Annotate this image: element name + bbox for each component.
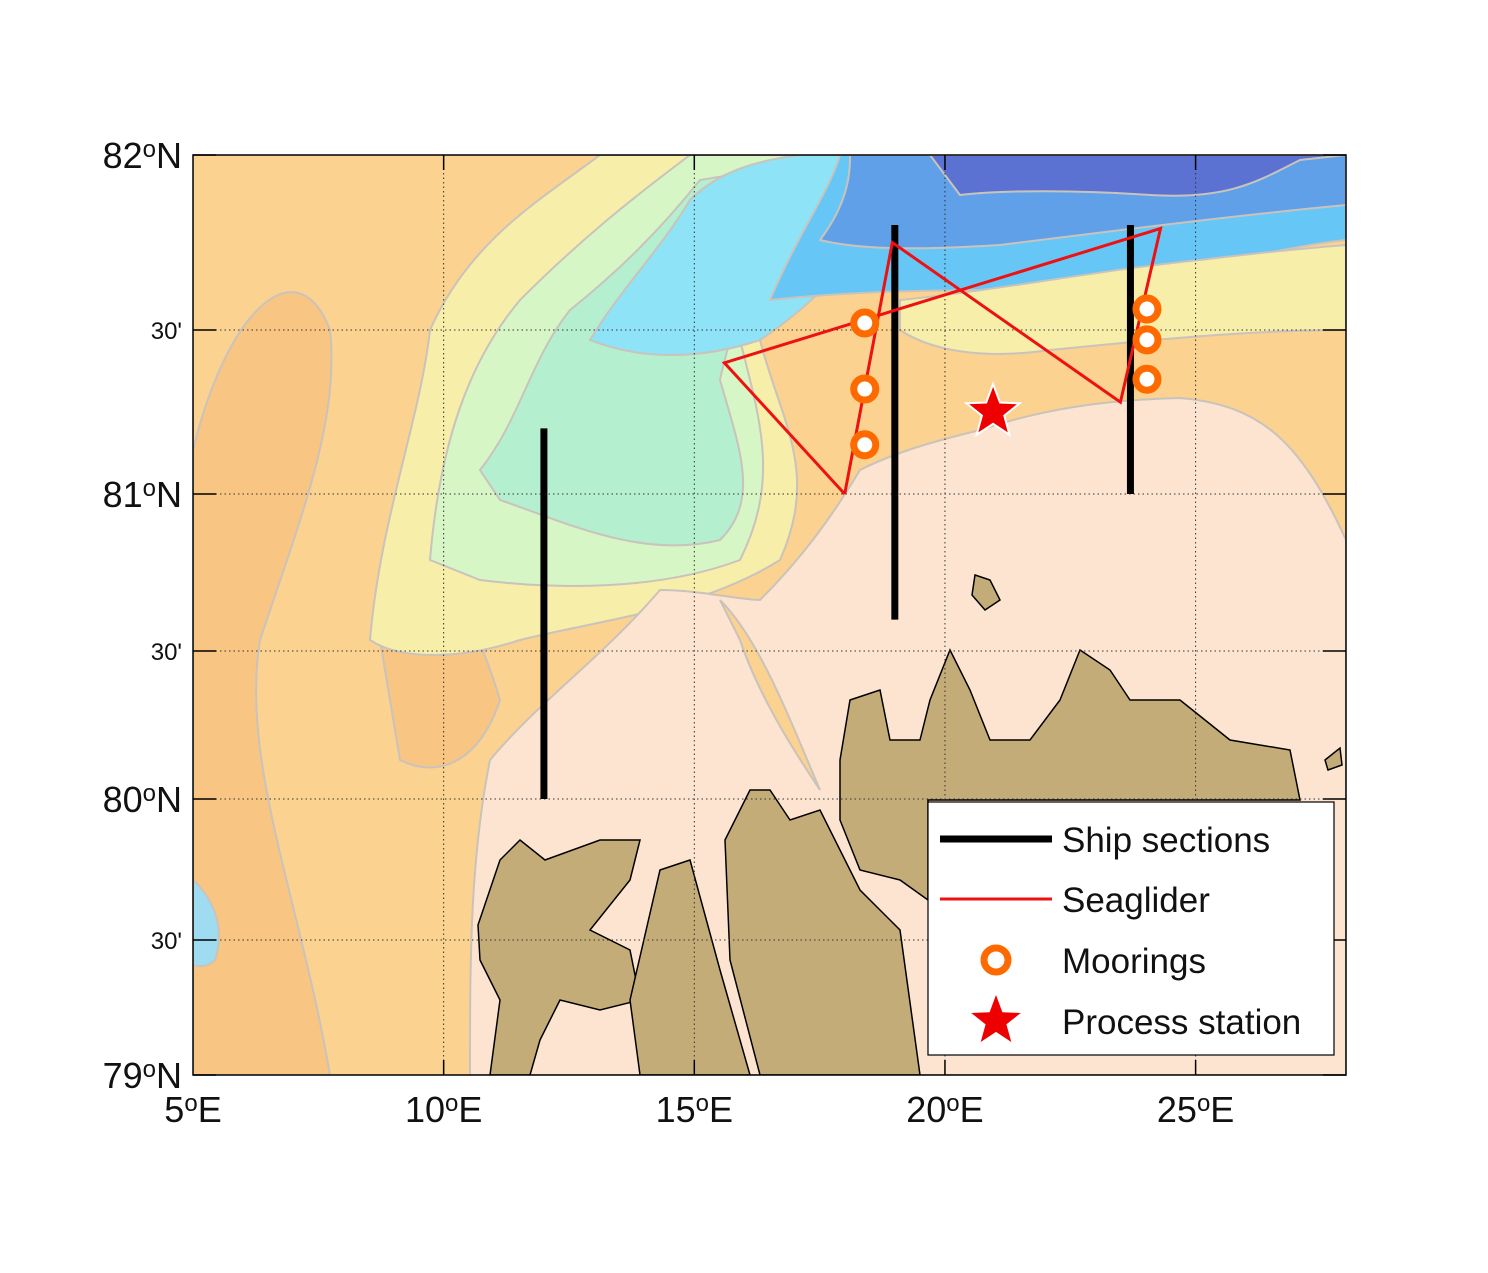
y-tick-unit: N <box>156 779 182 820</box>
mooring-marker <box>1132 294 1162 324</box>
legend-seaglider-label: Seaglider <box>1062 881 1210 920</box>
grid-lines <box>193 155 1346 1075</box>
x-tick-unit: E <box>960 1089 984 1130</box>
x-tick-value: 15 <box>656 1089 696 1130</box>
x-axis-labels: 5oE 10oE 15oE 20oE 25oE <box>164 1089 1234 1130</box>
axes-frame <box>192 154 1347 1076</box>
y-tick-label: 82oN <box>103 135 182 176</box>
x-tick-value: 20 <box>906 1089 946 1130</box>
y-tick-label-minutes: 30' <box>151 639 182 666</box>
degree-symbol: o <box>143 1056 156 1083</box>
x-tick-label: 25oE <box>1157 1089 1234 1130</box>
degree-symbol: o <box>143 136 156 163</box>
y-tick-unit: N <box>156 474 182 515</box>
x-tick-value: 10 <box>405 1089 445 1130</box>
y-tick-label: 79oN <box>103 1055 182 1096</box>
land-spitsbergen-central <box>629 859 751 1075</box>
deep-blue-area <box>928 155 1346 197</box>
degree-symbol: o <box>184 1090 197 1117</box>
land-spitsbergen-east <box>724 789 921 1075</box>
process-station-star <box>963 381 1023 438</box>
x-tick-label: 15oE <box>656 1089 733 1130</box>
x-tick-value: 25 <box>1157 1089 1197 1130</box>
land-layer <box>477 574 1343 1075</box>
degree-symbol: o <box>143 475 156 502</box>
legend-ship-sections-label: Ship sections <box>1062 821 1270 860</box>
data-overlay <box>540 225 1163 799</box>
x-tick-label: 20oE <box>906 1089 983 1130</box>
mooring-marker <box>1132 325 1162 355</box>
mooring-marker <box>850 308 880 338</box>
mooring-marker <box>850 430 880 460</box>
x-tick-unit: E <box>198 1089 222 1130</box>
y-tick-label-minutes: 30' <box>151 318 182 345</box>
mooring-marker <box>1132 364 1162 394</box>
southwest-deep-spot <box>193 878 220 968</box>
legend-mooring-icon <box>980 944 1012 976</box>
trough-area <box>719 599 821 791</box>
deep-orange-area <box>193 291 333 1075</box>
legend: Ship sections Seaglider Moorings Process… <box>927 801 1335 1056</box>
y-tick-unit: N <box>156 135 182 176</box>
land-small-islands <box>971 574 1001 611</box>
legend-star-icon <box>971 995 1021 1042</box>
y-tick-label: 81oN <box>103 474 182 515</box>
land-small-island-east <box>1324 746 1343 771</box>
legend-moorings-label: Moorings <box>1062 942 1206 981</box>
legend-process-station-label: Process station <box>1062 1003 1301 1042</box>
x-tick-value: 5 <box>164 1089 184 1130</box>
x-tick-unit: E <box>1210 1089 1234 1130</box>
degree-symbol: o <box>1197 1090 1210 1117</box>
y-tick-value: 79 <box>103 1055 143 1096</box>
y-tick-value: 81 <box>103 474 143 515</box>
degree-symbol: o <box>143 780 156 807</box>
land-nordaustlandet <box>839 648 1301 902</box>
y-tick-label-minutes: 30' <box>151 928 182 955</box>
y-tick-value: 80 <box>103 779 143 820</box>
y-tick-value: 82 <box>103 135 143 176</box>
x-tick-label: 10oE <box>405 1089 482 1130</box>
x-tick-label: 5oE <box>164 1089 221 1130</box>
y-tick-unit: N <box>156 1055 182 1096</box>
mooring-marker <box>850 374 880 404</box>
x-tick-unit: E <box>709 1089 733 1130</box>
degree-symbol: o <box>946 1090 959 1117</box>
degree-symbol: o <box>445 1090 458 1117</box>
degree-symbol: o <box>696 1090 709 1117</box>
y-tick-label: 80oN <box>103 779 182 820</box>
x-tick-unit: E <box>458 1089 482 1130</box>
